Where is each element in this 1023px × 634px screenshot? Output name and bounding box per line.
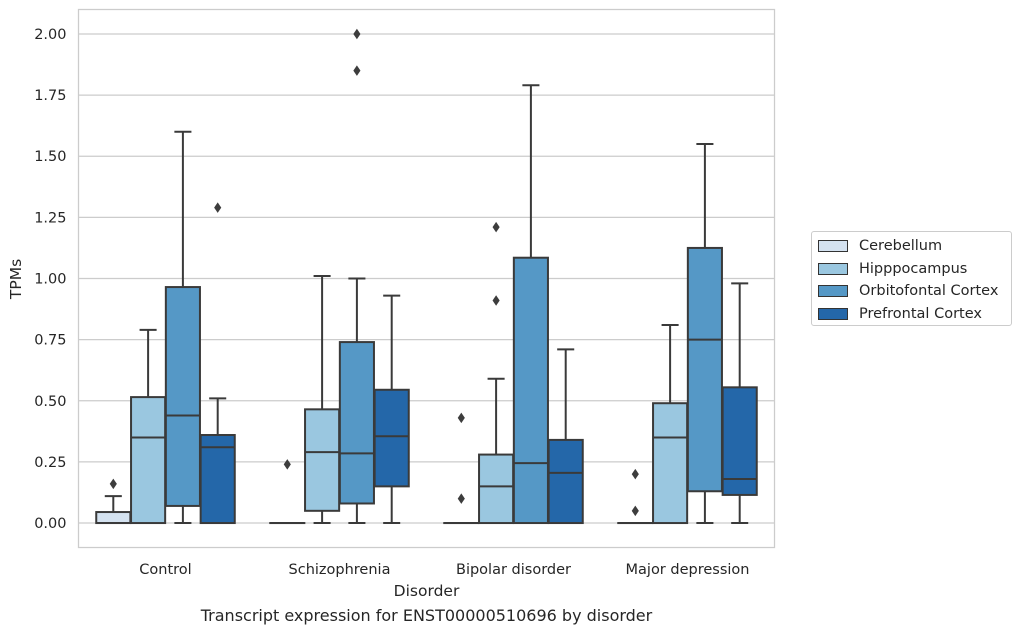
- box-iqr: [547, 438, 584, 525]
- legend-item: Hipppocampus: [818, 259, 967, 279]
- x-tick-label: Bipolar disorder: [456, 562, 571, 578]
- box-prefrontal-cortex: [721, 282, 758, 525]
- legend-item: Orbitofontal Cortex: [818, 281, 998, 301]
- outlier-point: [492, 295, 500, 306]
- box-iqr: [199, 434, 236, 525]
- box-cerebellum: [617, 468, 654, 525]
- box-orbitofontal-cortex: [686, 143, 723, 525]
- box-iqr: [478, 453, 515, 525]
- box-prefrontal-cortex: [199, 202, 236, 525]
- legend-swatch: [818, 307, 848, 320]
- box-orbitofontal-cortex: [338, 28, 375, 525]
- y-tick-label: 0.00: [34, 516, 66, 532]
- legend-item: Cerebellum: [818, 236, 942, 256]
- box-hipppocampus: [130, 328, 167, 525]
- box-iqr: [686, 246, 723, 493]
- outlier-point: [631, 505, 639, 517]
- box-iqr: [512, 256, 549, 525]
- box-prefrontal-cortex: [547, 348, 584, 525]
- y-tick-label: 1.00: [34, 272, 66, 288]
- legend-swatch: [818, 262, 848, 275]
- box-prefrontal-cortex: [373, 294, 410, 525]
- box-iqr: [721, 386, 758, 496]
- outlier-point: [353, 65, 361, 76]
- x-tick-label: Major depression: [626, 562, 750, 578]
- box-orbitofontal-cortex: [512, 84, 549, 525]
- legend-swatch: [818, 240, 848, 252]
- x-tick-label: Schizophrenia: [289, 562, 391, 578]
- box-iqr: [164, 286, 201, 507]
- outlier-point: [109, 478, 117, 490]
- box-hipppocampus: [652, 323, 689, 525]
- y-tick-label: 1.25: [34, 210, 66, 226]
- legend-label: Orbitofontal Cortex: [859, 283, 999, 299]
- box-hipppocampus: [304, 275, 341, 525]
- y-tick-label: 0.25: [34, 455, 66, 471]
- outlier-point: [353, 28, 361, 40]
- box-iqr: [130, 396, 167, 525]
- box-hipppocampus: [478, 221, 515, 525]
- legend-label: Hipppocampus: [859, 260, 968, 277]
- box-iqr: [338, 341, 375, 505]
- box-orbitofontal-cortex: [164, 130, 201, 525]
- legend-label: Prefrontal Cortex: [859, 305, 982, 322]
- y-tick-label: 2.00: [34, 27, 66, 43]
- legend-swatch: [818, 285, 848, 297]
- legend: Cerebellum Hipppocampus Orbitofontal Corte…: [811, 231, 1012, 326]
- box-iqr: [304, 408, 341, 512]
- outlier-point: [457, 412, 465, 424]
- outlier-point: [214, 202, 222, 213]
- box-iqr: [95, 511, 132, 525]
- box-iqr: [652, 402, 689, 525]
- y-axis-label: TPMs: [7, 259, 25, 300]
- legend-item: Prefrontal Cortex: [818, 304, 982, 324]
- plot-frame: [77, 8, 776, 549]
- outlier-point: [457, 493, 465, 504]
- legend-label: Cerebellum: [859, 238, 943, 254]
- axes: 0.00 0.25 0.50 0.75 1.00 1.25 1.50 1.75 2.00 Cont…: [34, 27, 749, 578]
- x-axis-label: Disorder: [394, 582, 460, 600]
- box-cerebellum: [95, 478, 132, 525]
- outlier-point: [631, 468, 639, 480]
- y-tick-label: 1.75: [34, 88, 66, 104]
- y-tick-label: 0.50: [34, 394, 66, 410]
- chart-caption: Transcript expression for ENST0000051069…: [200, 606, 653, 625]
- x-tick-label: Control: [139, 562, 191, 578]
- box-plots: [95, 28, 758, 525]
- box-iqr: [373, 388, 410, 488]
- outlier-point: [283, 459, 291, 470]
- y-tick-label: 0.75: [34, 333, 66, 349]
- y-tick-label: 1.50: [34, 149, 66, 165]
- outlier-point: [492, 221, 500, 233]
- box-cerebellum: [443, 412, 480, 525]
- box-cerebellum: [269, 459, 306, 525]
